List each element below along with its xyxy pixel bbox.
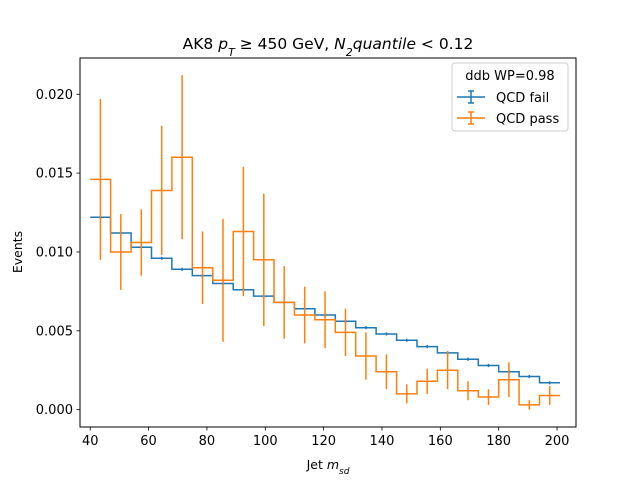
y-tick-label: 0.010 — [36, 245, 73, 260]
x-tick-label: 40 — [82, 434, 99, 449]
y-axis: 0.000 0.005 0.010 0.015 0.020 — [36, 88, 80, 418]
y-tick-label: 0.005 — [36, 324, 73, 339]
x-tick-label: 200 — [545, 434, 570, 449]
y-tick-label: 0.015 — [36, 167, 73, 182]
legend-label-qcd-fail: QCD fail — [496, 91, 549, 106]
chart-title: AK8 pT ≥ 450 GeV, N2quantile < 0.12 — [183, 35, 474, 59]
x-tick-label: 60 — [140, 434, 157, 449]
x-tick-label: 100 — [253, 434, 278, 449]
legend-item-qcd-pass: QCD pass — [457, 111, 559, 127]
x-axis-label: Jet msd — [306, 457, 350, 477]
x-tick-label: 160 — [428, 434, 453, 449]
plot-area — [90, 75, 560, 410]
axes-frame — [79, 57, 577, 428]
legend-box — [451, 62, 569, 132]
y-tick-label: 0.020 — [36, 88, 73, 103]
legend-label-qcd-pass: QCD pass — [496, 112, 559, 127]
x-tick-label: 80 — [199, 434, 216, 449]
x-tick-label: 140 — [370, 434, 395, 449]
y-tick-label: 0.000 — [36, 403, 73, 418]
x-axis: 40 60 80 100 120 140 160 180 200 — [82, 427, 570, 449]
legend: ddb WP=0.98 QCD fail QCD pass — [451, 62, 569, 132]
x-tick-label: 180 — [486, 434, 511, 449]
series-qcd-pass — [90, 75, 560, 410]
legend-item-qcd-fail: QCD fail — [457, 90, 549, 106]
x-tick-label: 120 — [311, 434, 336, 449]
legend-title: ddb WP=0.98 — [465, 69, 554, 84]
y-axis-label: Events — [10, 231, 25, 273]
